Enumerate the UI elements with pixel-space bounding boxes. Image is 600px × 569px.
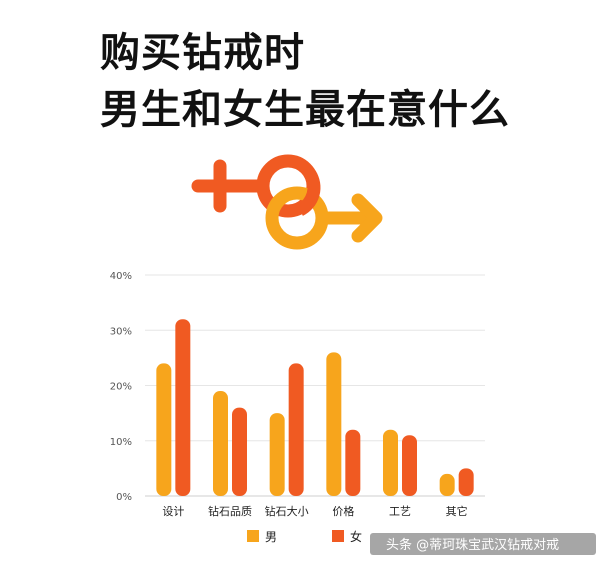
x-category-label: 钻石大小 (265, 504, 309, 518)
legend-swatch-female (332, 530, 344, 542)
y-tick-label: 20% (110, 382, 132, 393)
x-category-label: 钻石品质 (208, 504, 252, 518)
male-symbol-icon (265, 186, 383, 250)
watermark-background (370, 533, 596, 555)
x-category-label: 工艺 (389, 505, 411, 518)
x-category-label: 其它 (446, 504, 468, 518)
bar-male (269, 413, 285, 496)
y-tick-label: 0% (116, 492, 132, 503)
interlock-overlap (296, 170, 321, 216)
bar-male (439, 473, 455, 496)
female-symbol-icon (191, 154, 320, 218)
bar-female (345, 429, 361, 496)
bar-female (232, 407, 247, 496)
legend-label-male: 男 (265, 530, 277, 544)
bar-female (458, 468, 474, 496)
bar-chart: 0%10%20%30%40% 设计 钻石品质 钻石大小 价格 工艺 其它 男女 头条 @蒂… (110, 271, 596, 555)
grid-lines (145, 274, 485, 497)
bar-female (288, 363, 304, 496)
y-axis-tick-labels: 0% 10% 20% 30% 40% (110, 271, 132, 503)
x-category-label: 价格 (332, 504, 354, 518)
chart-title-line-2: 男生和女生最在意什么 (100, 87, 510, 133)
bar-male (156, 363, 172, 496)
y-tick-label: 40% (110, 271, 132, 282)
bar-female (175, 319, 191, 496)
bar-female (402, 435, 417, 496)
chart-title-line-1: 购买钻戒时 (100, 30, 305, 76)
watermark: 头条 @蒂珂珠宝武汉钻戒对戒 (370, 533, 596, 555)
x-category-label: 设计 (162, 505, 184, 518)
x-axis-category-labels: 设计 钻石品质 钻石大小 价格 工艺 其它 (162, 504, 467, 518)
gender-symbols-icon (191, 154, 383, 250)
bar-male (383, 429, 398, 496)
legend-label-female: 女 (350, 529, 362, 544)
bars (156, 319, 474, 496)
y-tick-label: 30% (110, 326, 132, 337)
y-tick-label: 10% (110, 437, 132, 448)
legend-swatch-male (247, 530, 259, 542)
watermark-text: 头条 @蒂珂珠宝武汉钻戒对戒 (386, 537, 559, 553)
bar-male (213, 391, 228, 496)
legend: 男女 (247, 529, 362, 544)
bar-male (326, 352, 342, 496)
